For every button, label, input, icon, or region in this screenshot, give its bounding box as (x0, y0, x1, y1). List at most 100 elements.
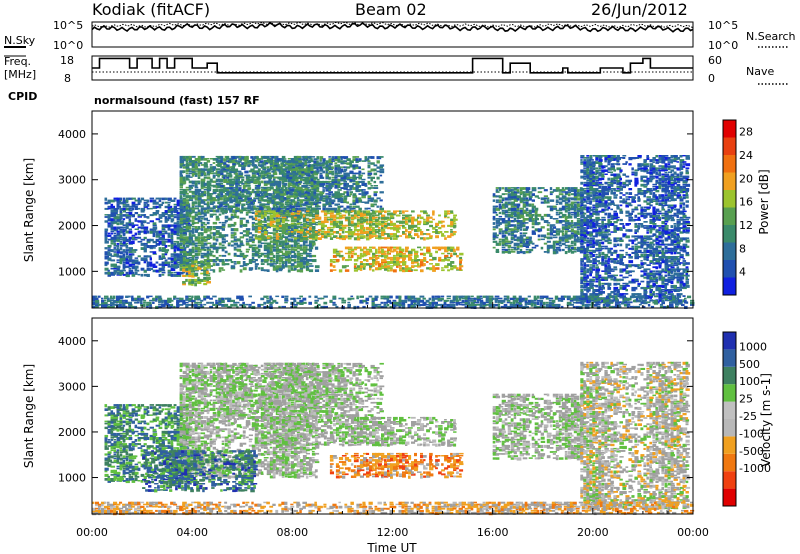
heatmap-cell-2219 (308, 213, 314, 217)
station-title: Kodiak (fitACF) (92, 0, 210, 19)
heatmap-cell-2891 (331, 185, 334, 188)
heatmap-cell-2755 (310, 168, 314, 171)
heatmap-cell-2160 (305, 265, 309, 268)
heatmap-cell-512 (170, 236, 174, 240)
heatmap-cell-3560 (405, 210, 409, 212)
heatmap-cell-1070 (206, 205, 211, 209)
heatmap-cell-1450 (251, 248, 257, 251)
heatmap-cell-523 (170, 207, 174, 211)
heatmap-cell-730 (182, 219, 187, 222)
heatmap-cell-317 (140, 214, 146, 217)
heatmap-cell-3318 (332, 218, 337, 222)
heatmap-cell-3270 (317, 222, 321, 226)
heatmap-cell-4217 (516, 187, 520, 189)
heatmap-cell-1020 (203, 242, 208, 246)
heatmap-cell-1357 (239, 232, 243, 235)
freq-tick-bottom: 8 (64, 72, 71, 85)
heatmap-cell-543 (173, 226, 178, 229)
heatmap-cell-959 (197, 176, 201, 179)
heatmap-cell-364 (149, 245, 154, 248)
heatmap-cell-142 (119, 238, 123, 241)
heatmap-cell-4444 (558, 193, 564, 196)
heatmap-cell-3740 (369, 248, 372, 251)
heatmap-cell-4359 (543, 199, 547, 202)
heatmap-cell-1306 (233, 238, 239, 241)
heatmap-cell-411 (158, 255, 162, 258)
heatmap-cell-1103 (209, 209, 214, 212)
heatmap-cell-3900 (435, 263, 440, 266)
heatmap-cell-304 (137, 197, 140, 201)
heatmap-cell-233 (128, 236, 133, 240)
heatmap-cell-1993 (293, 252, 297, 256)
heatmap-cell-3652 (450, 210, 454, 213)
heatmap-cell-1866 (284, 232, 289, 234)
heatmap-cell-575 (176, 220, 180, 223)
heatmap-cell-4060 (498, 211, 502, 215)
heatmap-cell-2427 (238, 187, 242, 189)
heatmap-cell-524 (170, 199, 176, 202)
heatmap-cell-819 (188, 209, 192, 213)
heatmap-cell-1078 (206, 188, 212, 192)
heatmap-cell-1484 (254, 246, 259, 250)
heatmap-cell-583 (176, 199, 182, 203)
heatmap-cell-2810 (319, 182, 323, 186)
heatmap-cell-1356 (239, 236, 245, 239)
heatmap-cell-482 (167, 240, 172, 243)
heatmap-cell-492 (167, 207, 171, 210)
heatmap-cell-4202 (516, 224, 520, 227)
heatmap-cell-3524 (393, 233, 397, 236)
heatmap-cell-457 (164, 251, 169, 254)
heatmap-cell-1305 (233, 240, 238, 242)
heatmap-cell-2634 (289, 176, 293, 180)
heatmap-cell-354 (146, 216, 150, 219)
heatmap-cell-387 (152, 222, 157, 226)
heatmap-cell-414 (158, 242, 164, 245)
heatmap-cell-3685 (344, 269, 350, 272)
heatmap-cell-4479 (564, 224, 568, 227)
heatmap-cell-2060 (296, 199, 301, 202)
heatmap-cell-4083 (501, 209, 505, 212)
heatmap-cell-2803 (316, 156, 320, 159)
heatmap-cell-952 (197, 197, 202, 201)
heatmap-cell-4506 (567, 211, 571, 215)
heatmap-cell-3812 (393, 248, 397, 252)
heatmap-cell-32 (107, 238, 112, 241)
heatmap-cell-2529 (262, 187, 267, 189)
heatmap-cell-2649 (292, 170, 297, 174)
heatmap-cell-48 (110, 259, 116, 262)
heatmap-cell-4525 (570, 232, 574, 235)
heatmap-cell-2792 (316, 185, 320, 187)
heatmap-cell-118 (116, 226, 121, 230)
heatmap-cell-1024 (203, 230, 208, 234)
heatmap-cell-4250 (522, 232, 528, 235)
heatmap-cell-4712 (583, 204, 587, 207)
heatmap-cell-892 (194, 246, 200, 250)
heatmap-cell-1867 (284, 230, 289, 232)
heatmap-cell-4423 (555, 203, 559, 205)
heatmap-cell-3543 (399, 210, 402, 213)
heatmap-cell-33 (107, 234, 112, 237)
heatmap-cell-2594 (280, 162, 285, 165)
heatmap-cell-3433 (366, 218, 369, 222)
heatmap-cell-690 (179, 205, 185, 208)
heatmap-cell-3112 (370, 176, 375, 179)
heatmap-cell-2166 (305, 248, 311, 251)
heatmap-cell-3391 (356, 231, 360, 233)
heatmap-cell-821 (188, 199, 194, 201)
heatmap-cell-3223 (293, 222, 297, 226)
heatmap-cell-4497 (567, 244, 571, 248)
heatmap-cell-567 (176, 236, 181, 240)
heatmap-cell-4626 (580, 284, 584, 289)
heatmap-cell-1525 (257, 197, 262, 199)
heatmap-cell-815 (188, 219, 192, 222)
heatmap-cell-3 (104, 261, 109, 265)
heatmap-cell-3781 (384, 259, 387, 262)
heatmap-cell-1033 (203, 199, 208, 202)
heatmap-cell-1081 (206, 182, 212, 186)
heatmap-cell-183 (122, 214, 126, 217)
heatmap-cell-557 (176, 261, 182, 264)
heatmap-cell-2617 (286, 176, 290, 179)
heatmap-cell-2492 (250, 160, 255, 163)
heatmap-cell-3970 (188, 264, 192, 268)
heatmap-cell-1023 (203, 236, 209, 238)
